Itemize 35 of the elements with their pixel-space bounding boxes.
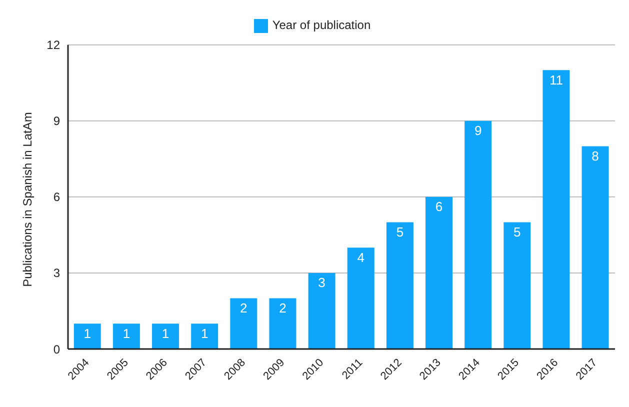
bar bbox=[347, 248, 374, 349]
data-label: 8 bbox=[592, 148, 599, 164]
bar bbox=[582, 146, 609, 349]
y-tick-label: 12 bbox=[46, 38, 60, 52]
data-label: 2 bbox=[279, 300, 286, 316]
bar bbox=[74, 324, 101, 349]
bar bbox=[504, 222, 531, 349]
data-label: 1 bbox=[162, 326, 170, 341]
y-tick-label: 9 bbox=[53, 114, 60, 128]
data-label: 1 bbox=[84, 326, 91, 341]
y-tick-label: 6 bbox=[53, 190, 60, 204]
bar bbox=[464, 120, 492, 349]
data-label: 1 bbox=[122, 326, 130, 341]
data-label: 4 bbox=[357, 250, 364, 265]
data-label: 5 bbox=[396, 224, 404, 240]
bar bbox=[426, 196, 453, 349]
data-label: 9 bbox=[474, 123, 482, 138]
legend-label: Year of publication bbox=[272, 18, 371, 32]
data-label: 6 bbox=[435, 199, 443, 214]
data-label: 1 bbox=[200, 326, 208, 341]
y-axis-title: Publications in Spanish in LatAm bbox=[20, 112, 34, 287]
bar bbox=[308, 272, 336, 349]
data-label: 5 bbox=[514, 224, 521, 240]
bar bbox=[542, 70, 570, 349]
bar bbox=[152, 324, 180, 349]
y-tick-label: 3 bbox=[53, 266, 60, 280]
bar bbox=[386, 222, 414, 349]
data-label: 11 bbox=[549, 72, 563, 88]
bar bbox=[230, 298, 258, 349]
bar bbox=[269, 298, 296, 349]
bar bbox=[191, 324, 218, 349]
y-tick-label: 0 bbox=[53, 342, 60, 356]
bar bbox=[112, 324, 140, 349]
data-label: 3 bbox=[318, 275, 326, 290]
data-label: 2 bbox=[240, 300, 248, 316]
